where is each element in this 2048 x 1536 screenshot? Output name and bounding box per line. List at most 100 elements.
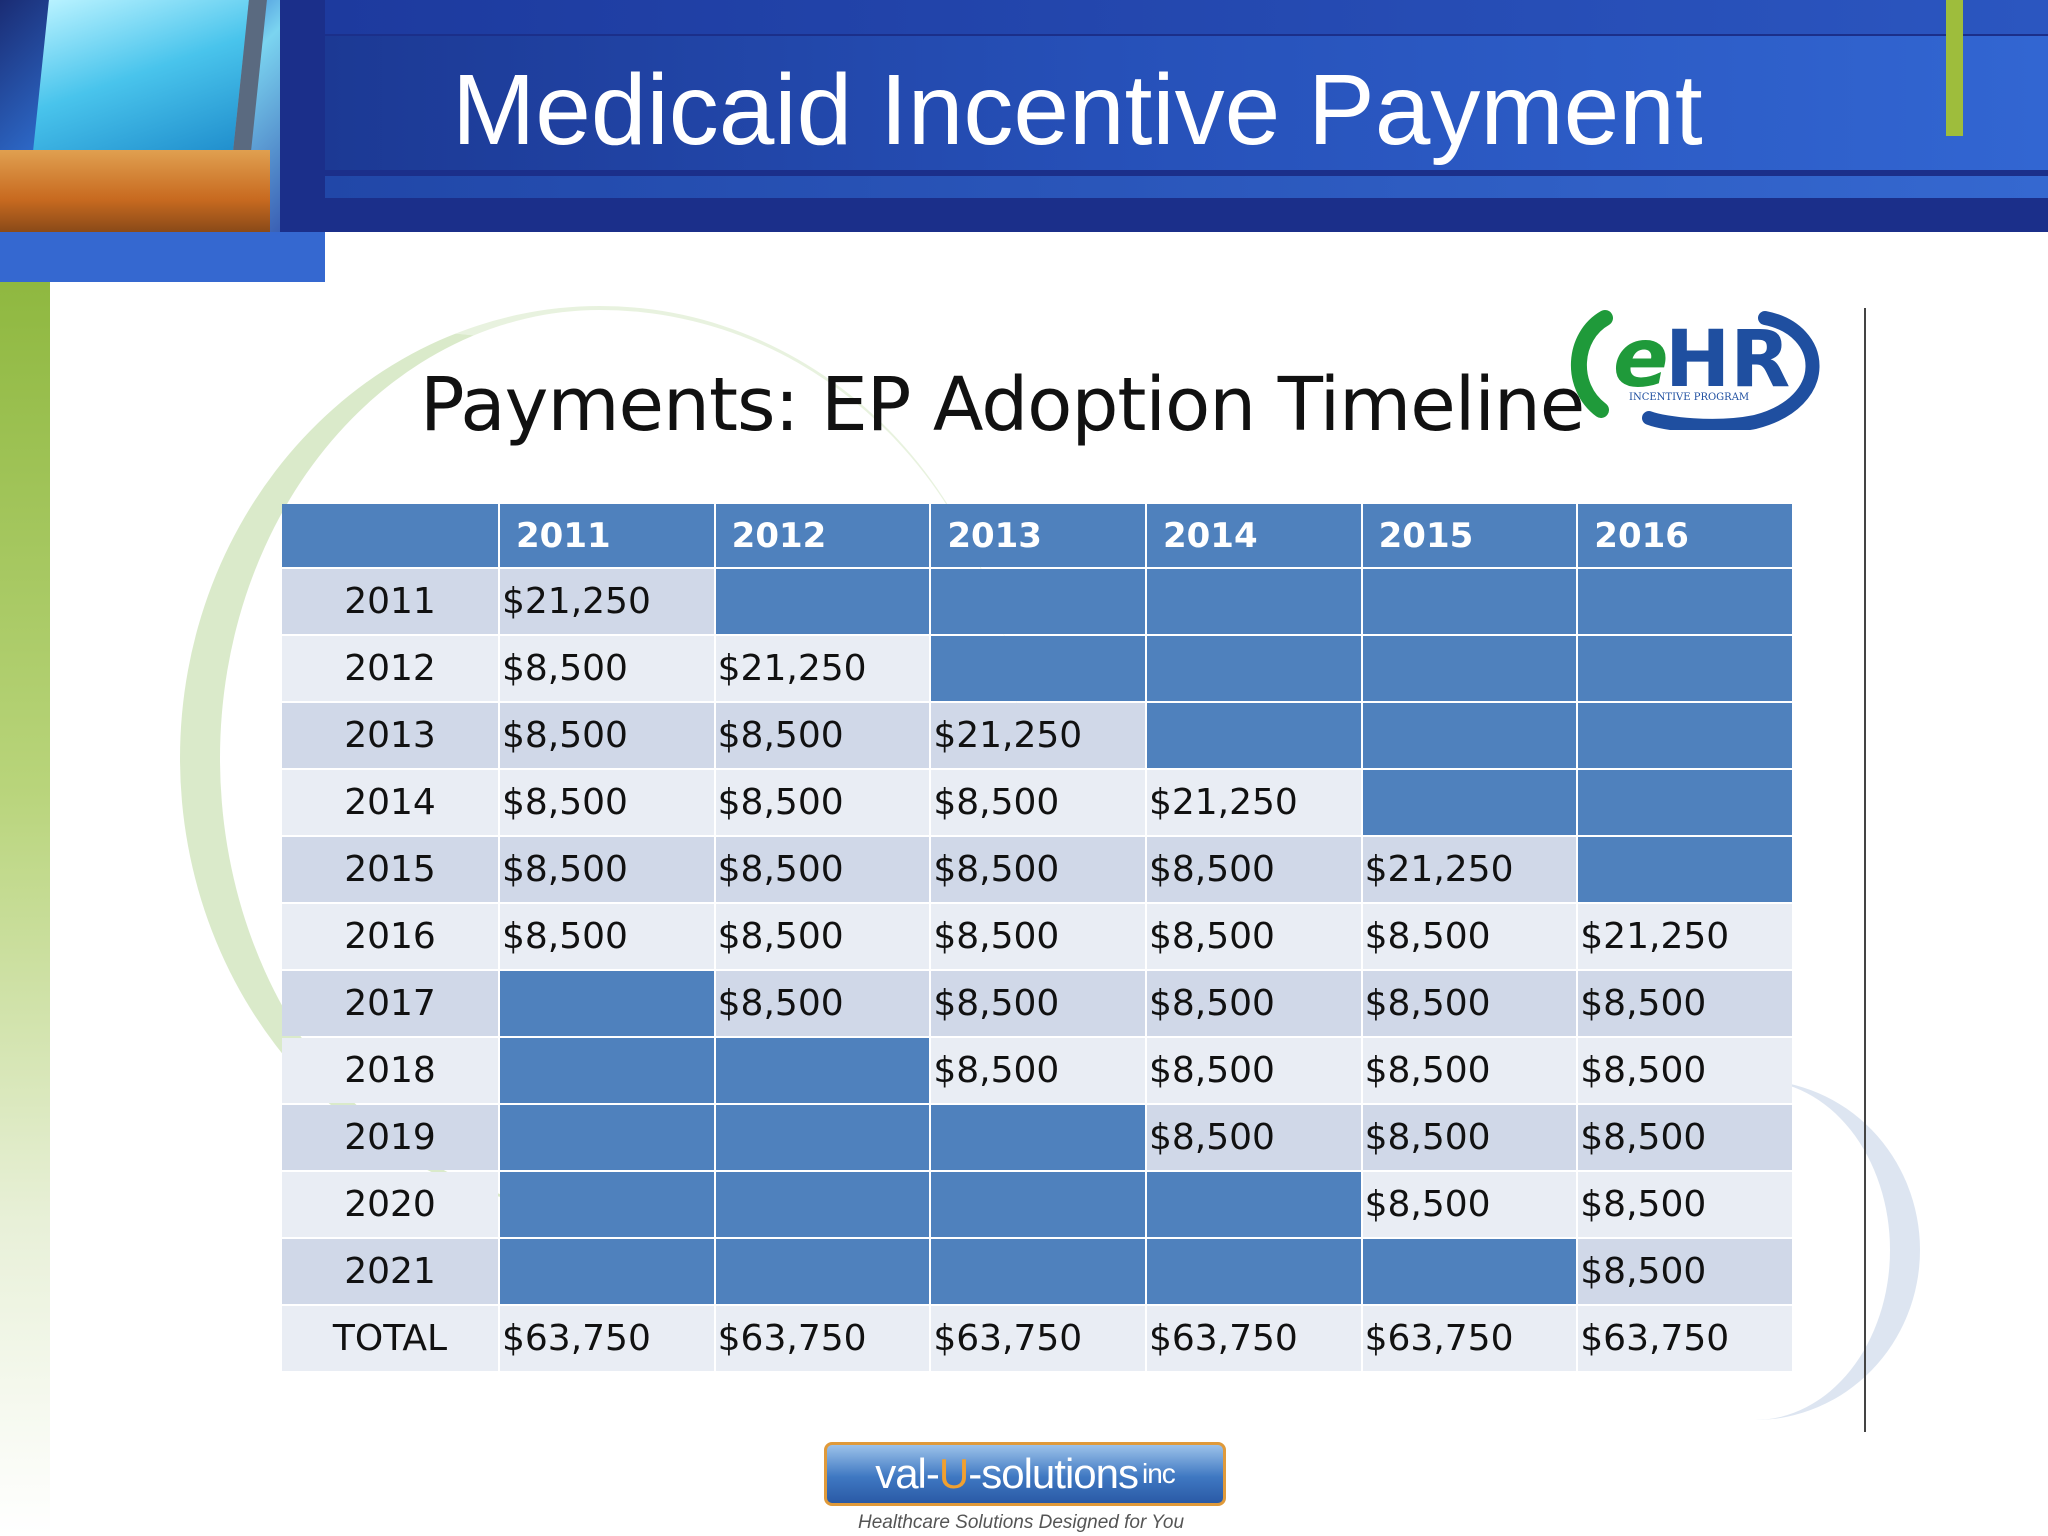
payment-cell: $8,500 <box>715 971 930 1036</box>
empty-shaded-cell <box>715 569 930 634</box>
slide-subtitle: Payments: EP Adoption Timeline <box>420 362 1585 448</box>
payment-cell: $8,500 <box>715 837 930 902</box>
payment-cell: $8,500 <box>1362 904 1577 969</box>
payment-cell: $8,500 <box>931 837 1145 902</box>
payment-cell: $21,250 <box>500 569 714 634</box>
empty-shaded-cell <box>1578 569 1792 634</box>
table-header-cell: 2016 <box>1578 504 1792 567</box>
slide-title: Medicaid Incentive Payment <box>452 54 1703 166</box>
logo-text-part: -solutions <box>968 1450 1139 1497</box>
row-year-label: 2014 <box>282 770 498 835</box>
payment-cell: $8,500 <box>1146 837 1361 902</box>
monitor-base-icon <box>0 150 270 232</box>
empty-shaded-cell <box>1362 1239 1577 1304</box>
payment-cell: $8,500 <box>715 770 930 835</box>
payment-cell: $21,250 <box>931 703 1145 768</box>
empty-shaded-cell <box>931 636 1145 701</box>
footer-tagline: Healthcare Solutions Designed for You <box>858 1512 1185 1533</box>
payment-cell: $8,500 <box>1146 1105 1361 1170</box>
empty-shaded-cell <box>1578 636 1792 701</box>
empty-shaded-cell <box>931 569 1145 634</box>
payment-cell: $8,500 <box>500 770 714 835</box>
total-label: TOTAL <box>282 1306 498 1371</box>
table-row: 2015 $8,500 $8,500 $8,500 $8,500 $21,250 <box>282 837 1792 902</box>
total-cell: $63,750 <box>1578 1306 1792 1371</box>
monitor-screen-icon <box>31 0 267 170</box>
empty-shaded-cell <box>931 1105 1145 1170</box>
empty-shaded-cell <box>1146 569 1361 634</box>
ehr-incentive-program-logo: e HR INCENTIVE PROGRAM <box>1571 310 1820 430</box>
table-header-cell: 2014 <box>1146 504 1361 567</box>
logo-text-part: inc <box>1142 1458 1176 1489</box>
left-accent-strip <box>0 282 50 1536</box>
payment-cell: $8,500 <box>500 636 714 701</box>
payment-cell: $21,250 <box>1146 770 1361 835</box>
table-row: 2018 $8,500 $8,500 $8,500 $8,500 <box>282 1038 1792 1103</box>
total-cell: $63,750 <box>931 1306 1145 1371</box>
empty-shaded-cell <box>500 1239 714 1304</box>
table-header-row: 2011 2012 2013 2014 2015 2016 <box>282 504 1792 567</box>
table-row: 2012 $8,500 $21,250 <box>282 636 1792 701</box>
total-cell: $63,750 <box>500 1306 714 1371</box>
empty-shaded-cell <box>1578 837 1792 902</box>
payment-cell: $21,250 <box>1578 904 1792 969</box>
total-cell: $63,750 <box>1146 1306 1361 1371</box>
payment-cell: $8,500 <box>715 904 930 969</box>
total-cell: $63,750 <box>1362 1306 1577 1371</box>
empty-shaded-cell <box>931 1239 1145 1304</box>
payment-cell: $8,500 <box>1146 971 1361 1036</box>
svg-text:HR: HR <box>1665 315 1790 405</box>
payment-cell: $8,500 <box>1578 1038 1792 1103</box>
table-row: 2017 $8,500 $8,500 $8,500 $8,500 $8,500 <box>282 971 1792 1036</box>
payment-cell: $8,500 <box>931 904 1145 969</box>
empty-shaded-cell <box>500 1105 714 1170</box>
corner-accent-block <box>0 232 325 282</box>
payment-cell: $8,500 <box>931 770 1145 835</box>
empty-shaded-cell <box>1578 703 1792 768</box>
payment-cell: $21,250 <box>1362 837 1577 902</box>
empty-shaded-cell <box>1146 1172 1361 1237</box>
payment-cell: $8,500 <box>1146 1038 1361 1103</box>
header-title-band <box>325 36 2048 170</box>
table-header-cell <box>282 504 498 567</box>
payment-cell: $8,500 <box>1578 971 1792 1036</box>
header-stripe-bottom <box>325 176 2048 198</box>
computer-monitor-image <box>0 0 280 232</box>
empty-shaded-cell <box>1362 770 1577 835</box>
payment-cell: $8,500 <box>715 703 930 768</box>
empty-shaded-cell <box>500 971 714 1036</box>
payment-cell: $8,500 <box>1362 1038 1577 1103</box>
row-year-label: 2017 <box>282 971 498 1036</box>
row-year-label: 2013 <box>282 703 498 768</box>
header-stripe-top <box>325 0 2048 34</box>
table-header-cell: 2011 <box>500 504 714 567</box>
payment-cell: $8,500 <box>1146 904 1361 969</box>
row-year-label: 2019 <box>282 1105 498 1170</box>
table-header-cell: 2013 <box>931 504 1145 567</box>
payment-cell: $21,250 <box>715 636 930 701</box>
payment-cell: $8,500 <box>931 1038 1145 1103</box>
val-u-solutions-logo: val- U -solutions inc <box>824 1442 1226 1506</box>
table-header-cell: 2012 <box>715 504 930 567</box>
empty-shaded-cell <box>1362 569 1577 634</box>
empty-shaded-cell <box>1146 636 1361 701</box>
empty-shaded-cell <box>1578 770 1792 835</box>
payment-cell: $8,500 <box>1578 1239 1792 1304</box>
table-row: 2020 $8,500 $8,500 <box>282 1172 1792 1237</box>
payment-cell: $8,500 <box>500 837 714 902</box>
header-accent-bar <box>1946 0 1963 136</box>
empty-shaded-cell <box>500 1172 714 1237</box>
payment-cell: $8,500 <box>1362 1172 1577 1237</box>
svg-text:e: e <box>1613 311 1669 406</box>
empty-shaded-cell <box>1146 703 1361 768</box>
payment-timeline-table: 2011 2012 2013 2014 2015 2016 2011 $21,25… <box>280 502 1794 1373</box>
payment-cell: $8,500 <box>1362 971 1577 1036</box>
table-row: 2021 $8,500 <box>282 1239 1792 1304</box>
row-year-label: 2012 <box>282 636 498 701</box>
row-year-label: 2020 <box>282 1172 498 1237</box>
empty-shaded-cell <box>715 1038 930 1103</box>
row-year-label: 2016 <box>282 904 498 969</box>
slide-divider-line <box>1864 308 1866 1432</box>
empty-shaded-cell <box>500 1038 714 1103</box>
table-header-cell: 2015 <box>1362 504 1577 567</box>
